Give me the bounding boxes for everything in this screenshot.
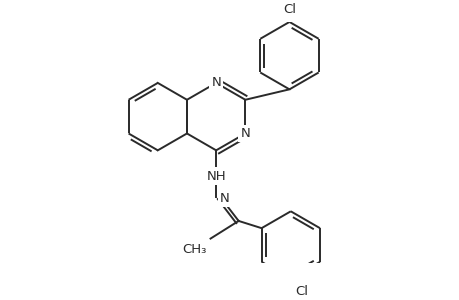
Text: Cl: Cl xyxy=(282,2,295,16)
Text: N: N xyxy=(220,192,230,205)
Text: N: N xyxy=(211,76,221,89)
Text: Cl: Cl xyxy=(294,285,307,298)
Text: N: N xyxy=(240,127,250,140)
Text: CH₃: CH₃ xyxy=(182,243,206,256)
Text: NH: NH xyxy=(206,169,225,182)
